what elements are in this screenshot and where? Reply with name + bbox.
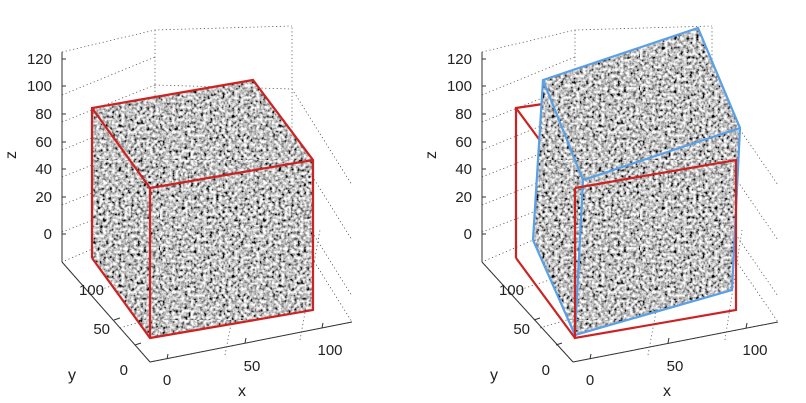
- right-z-tick-label: 60: [455, 134, 472, 151]
- left-x-tick-label: 50: [244, 358, 261, 375]
- left-x-ticks: 0 50 100: [163, 322, 343, 389]
- left-y-tickmark: [134, 342, 142, 346]
- right-x-ticks: 0 50 100: [586, 322, 768, 389]
- left-y-tick-label: 100: [79, 282, 104, 299]
- right-x-tickmark: [745, 322, 748, 329]
- right-transformed-front-edge: [573, 179, 585, 336]
- right-z-tick-label: 100: [447, 78, 472, 95]
- right-z-tick-label: 20: [455, 189, 472, 206]
- left-y-tick-label: 0: [120, 362, 128, 379]
- left-y-ticks: 100 50 0: [79, 282, 142, 379]
- left-cube-top-face: [92, 80, 313, 188]
- left-cube: [90, 78, 315, 340]
- left-z-tick-label: 0: [44, 226, 52, 243]
- right-original-floor-edge: [515, 257, 576, 339]
- left-z-ticks: 120 100 80 60 40 20 0: [27, 51, 66, 243]
- left-z-axis-label: z: [3, 151, 20, 159]
- left-cube-front-face: [150, 160, 313, 338]
- left-grid-rz80: [154, 84, 353, 186]
- right-transformed-cube: [531, 26, 742, 337]
- right-x-axis-label: x: [663, 383, 671, 400]
- left-z-tick-label: 40: [35, 161, 52, 178]
- right-x-tick-label: 100: [742, 342, 767, 359]
- left-z-tick-label: 60: [35, 134, 52, 151]
- right-x-tick-label: 50: [667, 358, 684, 375]
- left-y-tick-label: 50: [93, 321, 110, 338]
- right-original-front-face: [573, 158, 738, 340]
- left-grid-z80: [61, 84, 156, 123]
- left-y-tickmark: [113, 317, 121, 321]
- right-grid-z80: [481, 84, 576, 123]
- left-y-axis-label: y: [68, 367, 76, 384]
- right-y-axis: [481, 261, 574, 363]
- right-z-ticks: 120 100 80 60 40 20 0: [447, 51, 486, 243]
- right-original-cube-front: [573, 158, 738, 340]
- right-grid-back-corner: [481, 30, 576, 263]
- left-z-tick-label: 80: [35, 106, 52, 123]
- right-y-tickmark: [555, 342, 563, 346]
- left-z-tick-label: 100: [27, 78, 52, 95]
- right-y-tick-label: 100: [499, 282, 524, 299]
- right-grid-z100: [481, 56, 576, 96]
- right-y-axis-label: y: [490, 367, 498, 384]
- right-transformed-top-face: [543, 28, 740, 180]
- left-x-tickmark: [321, 322, 324, 329]
- right-y-tick-label: 0: [542, 362, 550, 379]
- left-x-tickmark: [166, 353, 169, 360]
- right-transformed-left-face: [533, 80, 583, 335]
- right-z-tick-label: 80: [455, 106, 472, 123]
- left-x-axis: [149, 321, 353, 363]
- left-grid-z100: [61, 56, 156, 96]
- right-y-tickmark: [533, 317, 541, 321]
- right-grid-z20: [481, 167, 576, 206]
- right-x-tickmark: [667, 337, 670, 344]
- right-z-tick-label: 40: [455, 161, 472, 178]
- right-y-ticks: 100 50 0: [499, 282, 563, 379]
- right-z-tick-label: 0: [464, 226, 472, 243]
- left-x-axis-label: x: [238, 383, 246, 400]
- right-panel: 120 100 80 60 40 20 0 z 100 50 0 y 0: [423, 25, 779, 400]
- right-grid-z40: [481, 139, 576, 178]
- right-grid-z0: [481, 195, 576, 233]
- right-z-tick-label: 120: [447, 51, 472, 68]
- left-x-tick-label: 100: [317, 342, 342, 359]
- right-y-tick-label: 50: [513, 321, 530, 338]
- left-grid-top-back: [61, 25, 293, 53]
- left-x-tick-label: 0: [163, 372, 171, 389]
- right-x-axis: [572, 321, 779, 363]
- left-cube-left-face: [92, 108, 150, 338]
- right-x-tickmark: [589, 353, 592, 360]
- left-x-tickmark: [244, 337, 247, 344]
- left-z-tick-label: 120: [27, 51, 52, 68]
- left-panel: 120 100 80 60 40 20 0 z 100 50 0 y 0: [3, 25, 353, 400]
- left-z-tick-label: 20: [35, 189, 52, 206]
- right-z-axis-label: z: [423, 151, 440, 159]
- right-x-tick-label: 0: [586, 372, 594, 389]
